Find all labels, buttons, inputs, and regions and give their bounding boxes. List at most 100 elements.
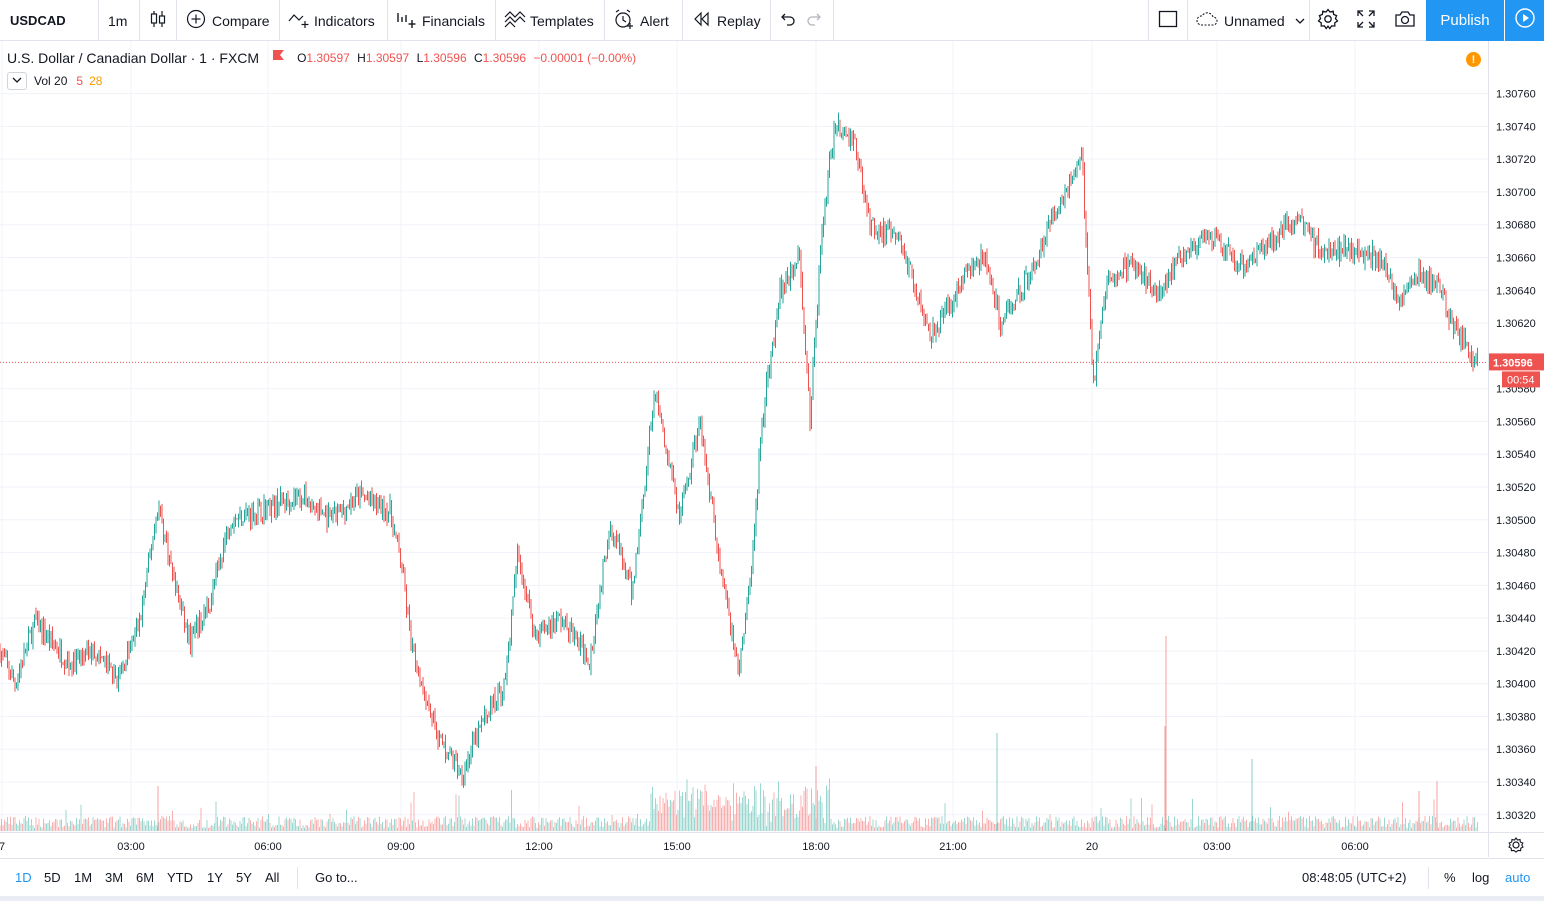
- collapse-legend-button[interactable]: [7, 72, 27, 90]
- flag-icon: [271, 49, 285, 66]
- price-tick-label: 1.30420: [1496, 646, 1536, 658]
- price-tick-label: 1.30760: [1496, 89, 1536, 101]
- range-button-6m[interactable]: 6M: [136, 870, 155, 885]
- redo-button[interactable]: [806, 0, 824, 41]
- bottom-divider: [1428, 867, 1429, 889]
- time-tick-label: 03:00: [1203, 841, 1231, 853]
- volume-value-1: 5: [76, 74, 84, 88]
- replay-label: Replay: [717, 12, 761, 29]
- series-legend: U.S. Dollar / Canadian Dollar · 1 · FXCM…: [7, 49, 636, 66]
- time-tick-label: 21:00: [939, 841, 967, 853]
- range-button-3m[interactable]: 3M: [105, 870, 124, 885]
- chart-pane[interactable]: 1.30760 1.30740 1.30720 1.30700 1.30680 1.306…: [0, 41, 1544, 857]
- templates-button[interactable]: Templates: [504, 0, 594, 41]
- price-tick-label: 1.30680: [1496, 220, 1536, 232]
- replay-button[interactable]: Replay: [693, 0, 761, 41]
- settings-button[interactable]: [1317, 0, 1339, 41]
- time-tick-label: 06:00: [1341, 841, 1369, 853]
- volume-value-2: 28: [89, 74, 103, 88]
- range-button-ytd[interactable]: YTD: [167, 870, 193, 885]
- save-layout-button[interactable]: Unnamed: [1195, 0, 1305, 41]
- low-label: L: [416, 50, 424, 65]
- time-axis-settings-button[interactable]: [1508, 837, 1524, 853]
- price-tick-label: 1.30360: [1496, 744, 1536, 756]
- bar-countdown: 00:54: [1507, 374, 1535, 386]
- price-tick-label: 1.30340: [1496, 777, 1536, 789]
- fullscreen-icon: [1356, 9, 1376, 32]
- price-tick-label: 1.30320: [1496, 810, 1536, 822]
- gear-icon: [1317, 8, 1339, 33]
- log-scale-toggle[interactable]: log: [1472, 870, 1490, 885]
- go-to-date-button[interactable]: Go to...: [315, 870, 358, 885]
- gear-icon: [1508, 837, 1524, 853]
- toolbar-divider: [279, 0, 280, 41]
- toolbar-divider: [682, 0, 683, 41]
- layout-name-label: Unnamed: [1224, 12, 1285, 29]
- toolbar-divider: [495, 0, 496, 41]
- publish-button[interactable]: Publish: [1426, 0, 1504, 41]
- indicators-button[interactable]: Indicators: [288, 0, 375, 41]
- warning-glyph: !: [1471, 53, 1476, 66]
- toolbar-divider: [387, 0, 388, 41]
- price-tick-label: 1.30560: [1496, 416, 1536, 428]
- financials-icon: [396, 9, 418, 32]
- toolbar-divider: [604, 0, 605, 41]
- range-button-5y[interactable]: 5Y: [236, 870, 252, 885]
- range-button-1d[interactable]: 1D: [15, 870, 32, 885]
- high-value: 1.30597: [365, 50, 410, 65]
- toolbar-divider: [1187, 0, 1188, 41]
- toolbar-divider: [176, 0, 177, 41]
- time-tick-label: 20: [1086, 841, 1098, 853]
- time-tick-label: 06:00: [254, 841, 282, 853]
- open-value: 1.30597: [306, 50, 350, 65]
- symbol-title: U.S. Dollar / Canadian Dollar · 1 · FXCM: [7, 49, 260, 66]
- undo-button[interactable]: [778, 0, 796, 41]
- snapshot-button[interactable]: [1394, 0, 1416, 41]
- range-button-1m[interactable]: 1M: [74, 870, 93, 885]
- price-chart[interactable]: 1.30760 1.30740 1.30720 1.30700 1.30680 1.306…: [0, 41, 1544, 857]
- toolbar-divider: [98, 0, 99, 41]
- high-label: H: [357, 50, 366, 65]
- interval-button[interactable]: 1m: [108, 0, 127, 41]
- alarm-clock-icon: [613, 9, 635, 32]
- price-tick-label: 1.30740: [1496, 121, 1536, 133]
- auto-scale-toggle[interactable]: auto: [1505, 870, 1531, 885]
- price-axis[interactable]: 1.30760 1.30740 1.30720 1.30700 1.30680 1.306…: [1496, 89, 1536, 822]
- symbol-search-button[interactable]: USDCAD: [0, 0, 98, 41]
- range-button-all[interactable]: All: [265, 870, 280, 885]
- price-tick-label: 1.30640: [1496, 285, 1536, 297]
- range-button-1y[interactable]: 1Y: [207, 870, 223, 885]
- price-tick-label: 1.30700: [1496, 187, 1536, 199]
- chart-style-button[interactable]: [148, 0, 168, 41]
- toolbar-divider: [770, 0, 771, 41]
- fullscreen-button[interactable]: [1356, 0, 1376, 41]
- compare-button[interactable]: Compare: [186, 0, 270, 41]
- indicators-label: Indicators: [314, 12, 375, 29]
- alert-button[interactable]: Alert: [613, 0, 669, 41]
- percent-scale-toggle[interactable]: %: [1444, 870, 1456, 885]
- time-tick-label: 7: [0, 841, 5, 853]
- toolbar-divider: [833, 0, 834, 41]
- compare-label: Compare: [212, 12, 270, 29]
- price-tick-label: 1.30520: [1496, 482, 1536, 494]
- chevron-down-icon: [12, 74, 22, 88]
- price-tick-label: 1.30480: [1496, 548, 1536, 560]
- toolbar-divider: [139, 0, 140, 41]
- timezone-clock[interactable]: 08:48:05 (UTC+2): [1302, 870, 1407, 885]
- time-axis[interactable]: 7 03:00 06:00 09:00 12:00 15:00 18:00 21:00 20 03…: [0, 841, 1369, 853]
- time-tick-label: 09:00: [387, 841, 415, 853]
- volume-legend: Vol 20 5 28: [7, 72, 102, 90]
- play-publish-button[interactable]: [1505, 0, 1544, 41]
- volume-bars: [0, 636, 1478, 831]
- financials-button[interactable]: Financials: [396, 0, 485, 41]
- symbol-label: USDCAD: [10, 13, 66, 28]
- layout-select-button[interactable]: [1158, 0, 1178, 41]
- indicators-icon: [288, 9, 310, 32]
- range-button-5d[interactable]: 5D: [44, 870, 61, 885]
- warning-icon[interactable]: !: [1466, 52, 1481, 67]
- time-tick-label: 03:00: [117, 841, 145, 853]
- toolbar-divider: [1148, 0, 1149, 41]
- price-tick-label: 1.30400: [1496, 679, 1536, 691]
- last-price-value: 1.30596: [1493, 357, 1533, 369]
- price-tick-label: 1.30380: [1496, 711, 1536, 723]
